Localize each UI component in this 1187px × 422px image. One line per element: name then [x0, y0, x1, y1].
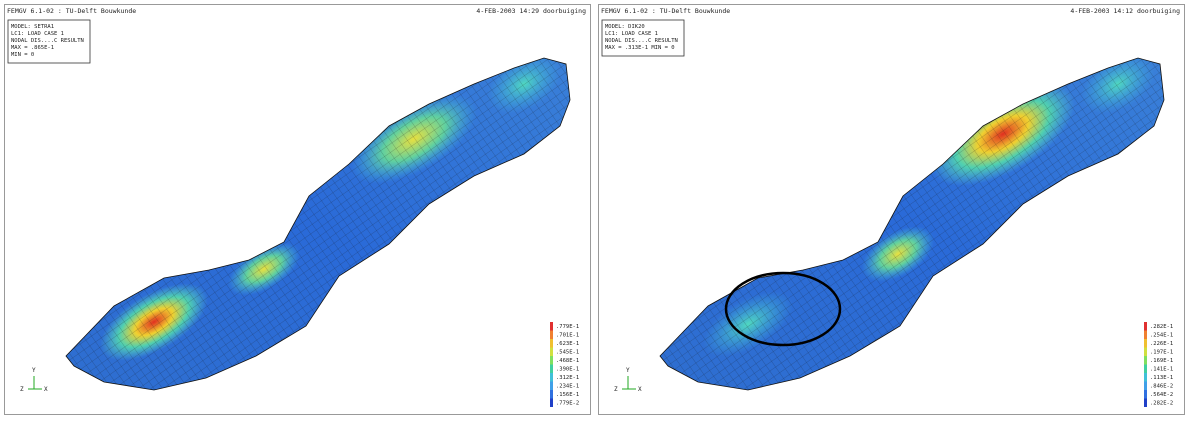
viewport: FEMGV 6.1-02 : TU-Delft Bouwkunde 4-FEB-2… [598, 4, 1185, 415]
legend-swatch [550, 347, 553, 356]
legend-label: .197E-1 [1150, 350, 1173, 356]
legend-label: .779E-1 [556, 324, 579, 330]
legend-label: .779E-2 [556, 401, 579, 407]
info-line: MODEL: DIK20 [605, 24, 645, 30]
legend-label: .254E-1 [1150, 333, 1173, 339]
info-line: NODAL DIS....C RESULTN [605, 38, 678, 44]
header-title: FEMGV 6.1-02 : TU-Delft Bouwkunde [7, 7, 136, 15]
legend-swatch [1144, 356, 1147, 365]
axis-label: Y [32, 367, 36, 374]
legend-swatch [550, 330, 553, 339]
legend-label: .846E-2 [1150, 384, 1173, 390]
legend-label: .226E-1 [1150, 341, 1173, 347]
header-date: 4-FEB-2003 14:12 doorbuiging [1070, 7, 1180, 15]
axis-label: Y [626, 367, 630, 374]
axis-label: X [638, 386, 642, 393]
legend-swatch [550, 398, 553, 407]
legend-label: .545E-1 [556, 350, 579, 356]
legend-swatch [1144, 364, 1147, 373]
legend-swatch [550, 390, 553, 399]
legend-label: .390E-1 [556, 367, 579, 373]
legend-swatch [550, 381, 553, 390]
legend-label: .169E-1 [1150, 358, 1173, 364]
legend-label: .282E-1 [1150, 324, 1173, 330]
legend-swatch [1144, 330, 1147, 339]
legend-label: .312E-1 [556, 375, 579, 381]
legend-swatch [1144, 322, 1147, 331]
legend-swatch [1144, 339, 1147, 348]
axis-label: X [44, 386, 48, 393]
legend-swatch [550, 373, 553, 382]
legend-swatch [1144, 347, 1147, 356]
legend-swatch [550, 339, 553, 348]
info-line: NODAL DIS....C RESULTN [11, 38, 84, 44]
legend-label: .701E-1 [556, 333, 579, 339]
header-title: FEMGV 6.1-02 : TU-Delft Bouwkunde [601, 7, 730, 15]
info-line: LC1: LOAD CASE 1 [605, 31, 658, 37]
info-line: MAX = .313E-1 MIN = 0 [605, 45, 675, 51]
legend-swatch [550, 356, 553, 365]
model-edge [65, 57, 571, 391]
info-line: MODEL: SETRA1 [11, 24, 54, 30]
legend-swatch [1144, 381, 1147, 390]
info-line: MAX = .865E-1 [11, 45, 54, 51]
highlight-circle [724, 271, 842, 347]
info-line: LC1: LOAD CASE 1 [11, 31, 64, 37]
legend-label: .156E-1 [556, 392, 579, 398]
legend-swatch [1144, 373, 1147, 382]
legend-label: .234E-1 [556, 384, 579, 390]
legend-label: .623E-1 [556, 341, 579, 347]
legend-swatch [1144, 390, 1147, 399]
legend-label: .282E-2 [1150, 401, 1173, 407]
legend-swatch [550, 364, 553, 373]
axis-label: Z [20, 386, 24, 393]
model-edge [659, 57, 1165, 391]
legend-label: .113E-1 [1150, 375, 1173, 381]
axis-label: Z [614, 386, 618, 393]
info-box [601, 19, 685, 57]
viewport: FEMGV 6.1-02 : TU-Delft Bouwkunde 4-FEB-2… [4, 4, 591, 415]
legend-label: .141E-1 [1150, 367, 1173, 373]
header-date: 4-FEB-2003 14:29 doorbuiging [476, 7, 586, 15]
legend-swatch [550, 322, 553, 331]
info-box [7, 19, 91, 64]
info-line: MIN = 0 [11, 52, 34, 58]
legend-label: .468E-1 [556, 358, 579, 364]
legend-swatch [1144, 398, 1147, 407]
legend-label: .564E-2 [1150, 392, 1173, 398]
